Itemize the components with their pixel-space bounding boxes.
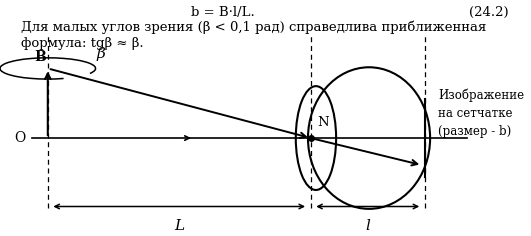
Text: Изображение
на сетчатке
(размер - b): Изображение на сетчатке (размер - b) [438, 88, 524, 138]
Text: b = B·l/L.: b = B·l/L. [191, 6, 255, 19]
Text: B: B [34, 50, 46, 64]
Text: l: l [365, 219, 370, 233]
Text: β: β [97, 47, 105, 61]
Text: L: L [174, 219, 184, 233]
Text: (24.2): (24.2) [469, 6, 508, 19]
Text: формула: tgβ ≈ β.: формула: tgβ ≈ β. [21, 37, 144, 50]
Text: Для малых углов зрения (β < 0,1 рад) справедлива приближенная: Для малых углов зрения (β < 0,1 рад) спр… [21, 20, 486, 34]
Text: N: N [317, 116, 329, 129]
Text: O: O [14, 131, 25, 145]
